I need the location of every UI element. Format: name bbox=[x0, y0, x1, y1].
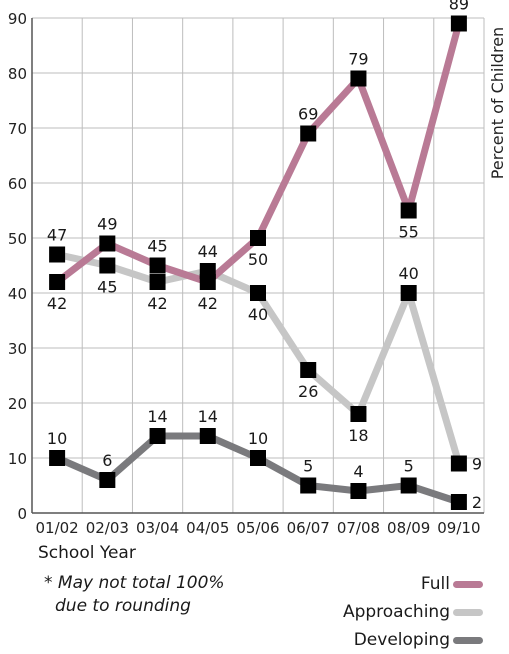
legend: Full Approaching Developing bbox=[343, 570, 483, 654]
x-tick-label-0: 01/02 bbox=[35, 519, 78, 537]
data-label-approaching-0: 47 bbox=[47, 226, 67, 245]
data-label-developing-5: 5 bbox=[303, 457, 313, 476]
legend-label-full: Full bbox=[420, 574, 450, 594]
data-labels: 4249454250697955894745424440261840910614… bbox=[47, 0, 482, 512]
marker-approaching-4 bbox=[250, 285, 266, 301]
data-label-developing-6: 4 bbox=[353, 462, 363, 481]
data-markers bbox=[49, 15, 467, 510]
marker-approaching-5 bbox=[300, 362, 317, 378]
marker-approaching-1 bbox=[99, 257, 116, 274]
marker-developing-2 bbox=[149, 428, 166, 444]
marker-full-1 bbox=[99, 235, 116, 252]
data-label-approaching-8: 9 bbox=[472, 455, 482, 474]
data-label-full-8: 89 bbox=[449, 0, 469, 14]
marker-developing-6 bbox=[350, 483, 367, 499]
data-label-full-1: 49 bbox=[97, 215, 117, 234]
data-label-approaching-3: 44 bbox=[198, 242, 218, 261]
data-label-approaching-4: 40 bbox=[248, 305, 268, 324]
data-label-developing-0: 10 bbox=[47, 429, 67, 448]
data-label-full-3: 42 bbox=[198, 294, 218, 313]
x-tick-label-4: 05/06 bbox=[236, 519, 279, 537]
rounding-note: * May not total 100% due to rounding bbox=[44, 572, 225, 618]
legend-swatch-approaching bbox=[453, 608, 483, 616]
x-tick-label-6: 07/08 bbox=[337, 519, 380, 537]
y-tick-label-0: 0 bbox=[17, 505, 27, 523]
x-tick-label-3: 04/05 bbox=[186, 519, 229, 537]
data-label-full-4: 50 bbox=[248, 250, 268, 269]
y-axis-label: Percent of Children bbox=[488, 27, 507, 179]
marker-approaching-0 bbox=[49, 246, 66, 263]
marker-developing-4 bbox=[250, 450, 266, 466]
data-label-approaching-6: 18 bbox=[348, 426, 368, 445]
y-tick-label-5: 50 bbox=[8, 230, 27, 248]
y-tick-label-1: 10 bbox=[8, 450, 27, 468]
marker-developing-1 bbox=[99, 472, 116, 488]
marker-approaching-2 bbox=[149, 274, 166, 290]
marker-developing-3 bbox=[199, 428, 216, 444]
x-tick-label-8: 09/10 bbox=[437, 519, 480, 537]
y-tick-label-4: 40 bbox=[8, 285, 27, 303]
data-label-approaching-5: 26 bbox=[298, 382, 318, 401]
data-label-full-5: 69 bbox=[298, 105, 318, 124]
legend-item-approaching: Approaching bbox=[343, 598, 483, 626]
rounding-note-line-1: * May not total 100% bbox=[44, 573, 225, 593]
y-tick-label-6: 60 bbox=[8, 175, 27, 193]
marker-full-7 bbox=[400, 202, 417, 219]
x-tick-label-5: 06/07 bbox=[287, 519, 330, 537]
y-tick-label-2: 20 bbox=[8, 395, 27, 413]
marker-full-0 bbox=[49, 274, 66, 290]
marker-full-6 bbox=[350, 70, 367, 87]
marker-full-8 bbox=[450, 15, 467, 32]
data-label-full-7: 55 bbox=[398, 223, 418, 242]
legend-swatch-full bbox=[453, 580, 483, 588]
y-tick-label-9: 90 bbox=[8, 10, 27, 28]
x-tick-label-1: 02/03 bbox=[86, 519, 129, 537]
y-tick-label-3: 30 bbox=[8, 340, 27, 358]
marker-developing-8 bbox=[450, 494, 467, 510]
marker-full-3 bbox=[199, 274, 216, 290]
marker-approaching-6 bbox=[350, 406, 367, 422]
data-label-approaching-7: 40 bbox=[398, 264, 418, 283]
marker-developing-5 bbox=[300, 477, 317, 494]
y-tick-label-8: 80 bbox=[8, 65, 27, 83]
legend-label-developing: Developing bbox=[353, 630, 450, 650]
data-label-developing-3: 14 bbox=[198, 407, 218, 426]
data-label-developing-2: 14 bbox=[147, 407, 167, 426]
marker-full-4 bbox=[250, 230, 266, 246]
marker-developing-0 bbox=[49, 450, 66, 466]
data-label-developing-4: 10 bbox=[248, 429, 268, 448]
marker-approaching-8 bbox=[450, 455, 467, 472]
data-label-approaching-2: 42 bbox=[147, 294, 167, 313]
x-axis-ticks: 01/02 02/03 03/04 04/05 05/06 06/07 07/08 08/09… bbox=[35, 519, 480, 537]
marker-developing-7 bbox=[400, 477, 417, 494]
data-label-full-0: 42 bbox=[47, 294, 67, 313]
x-tick-label-2: 03/04 bbox=[136, 519, 179, 537]
data-label-full-2: 45 bbox=[147, 237, 167, 256]
data-label-developing-7: 5 bbox=[404, 457, 414, 476]
legend-swatch-developing bbox=[453, 636, 483, 644]
data-label-approaching-1: 45 bbox=[97, 278, 117, 297]
legend-item-full: Full bbox=[343, 570, 483, 598]
rounding-note-line-2: due to rounding bbox=[55, 596, 191, 616]
marker-full-2 bbox=[149, 257, 166, 274]
y-axis-ticks: 0 10 20 30 40 50 60 70 80 90 bbox=[8, 10, 27, 523]
x-axis-label: School Year bbox=[38, 543, 136, 563]
legend-item-developing: Developing bbox=[343, 626, 483, 654]
data-label-developing-8: 2 bbox=[472, 493, 482, 512]
data-label-full-6: 79 bbox=[348, 50, 368, 69]
marker-approaching-7 bbox=[400, 285, 417, 301]
y-tick-label-7: 70 bbox=[8, 120, 27, 138]
legend-label-approaching: Approaching bbox=[342, 602, 450, 622]
x-tick-label-7: 08/09 bbox=[387, 519, 430, 537]
marker-full-5 bbox=[300, 125, 317, 142]
data-label-developing-1: 6 bbox=[102, 451, 112, 470]
